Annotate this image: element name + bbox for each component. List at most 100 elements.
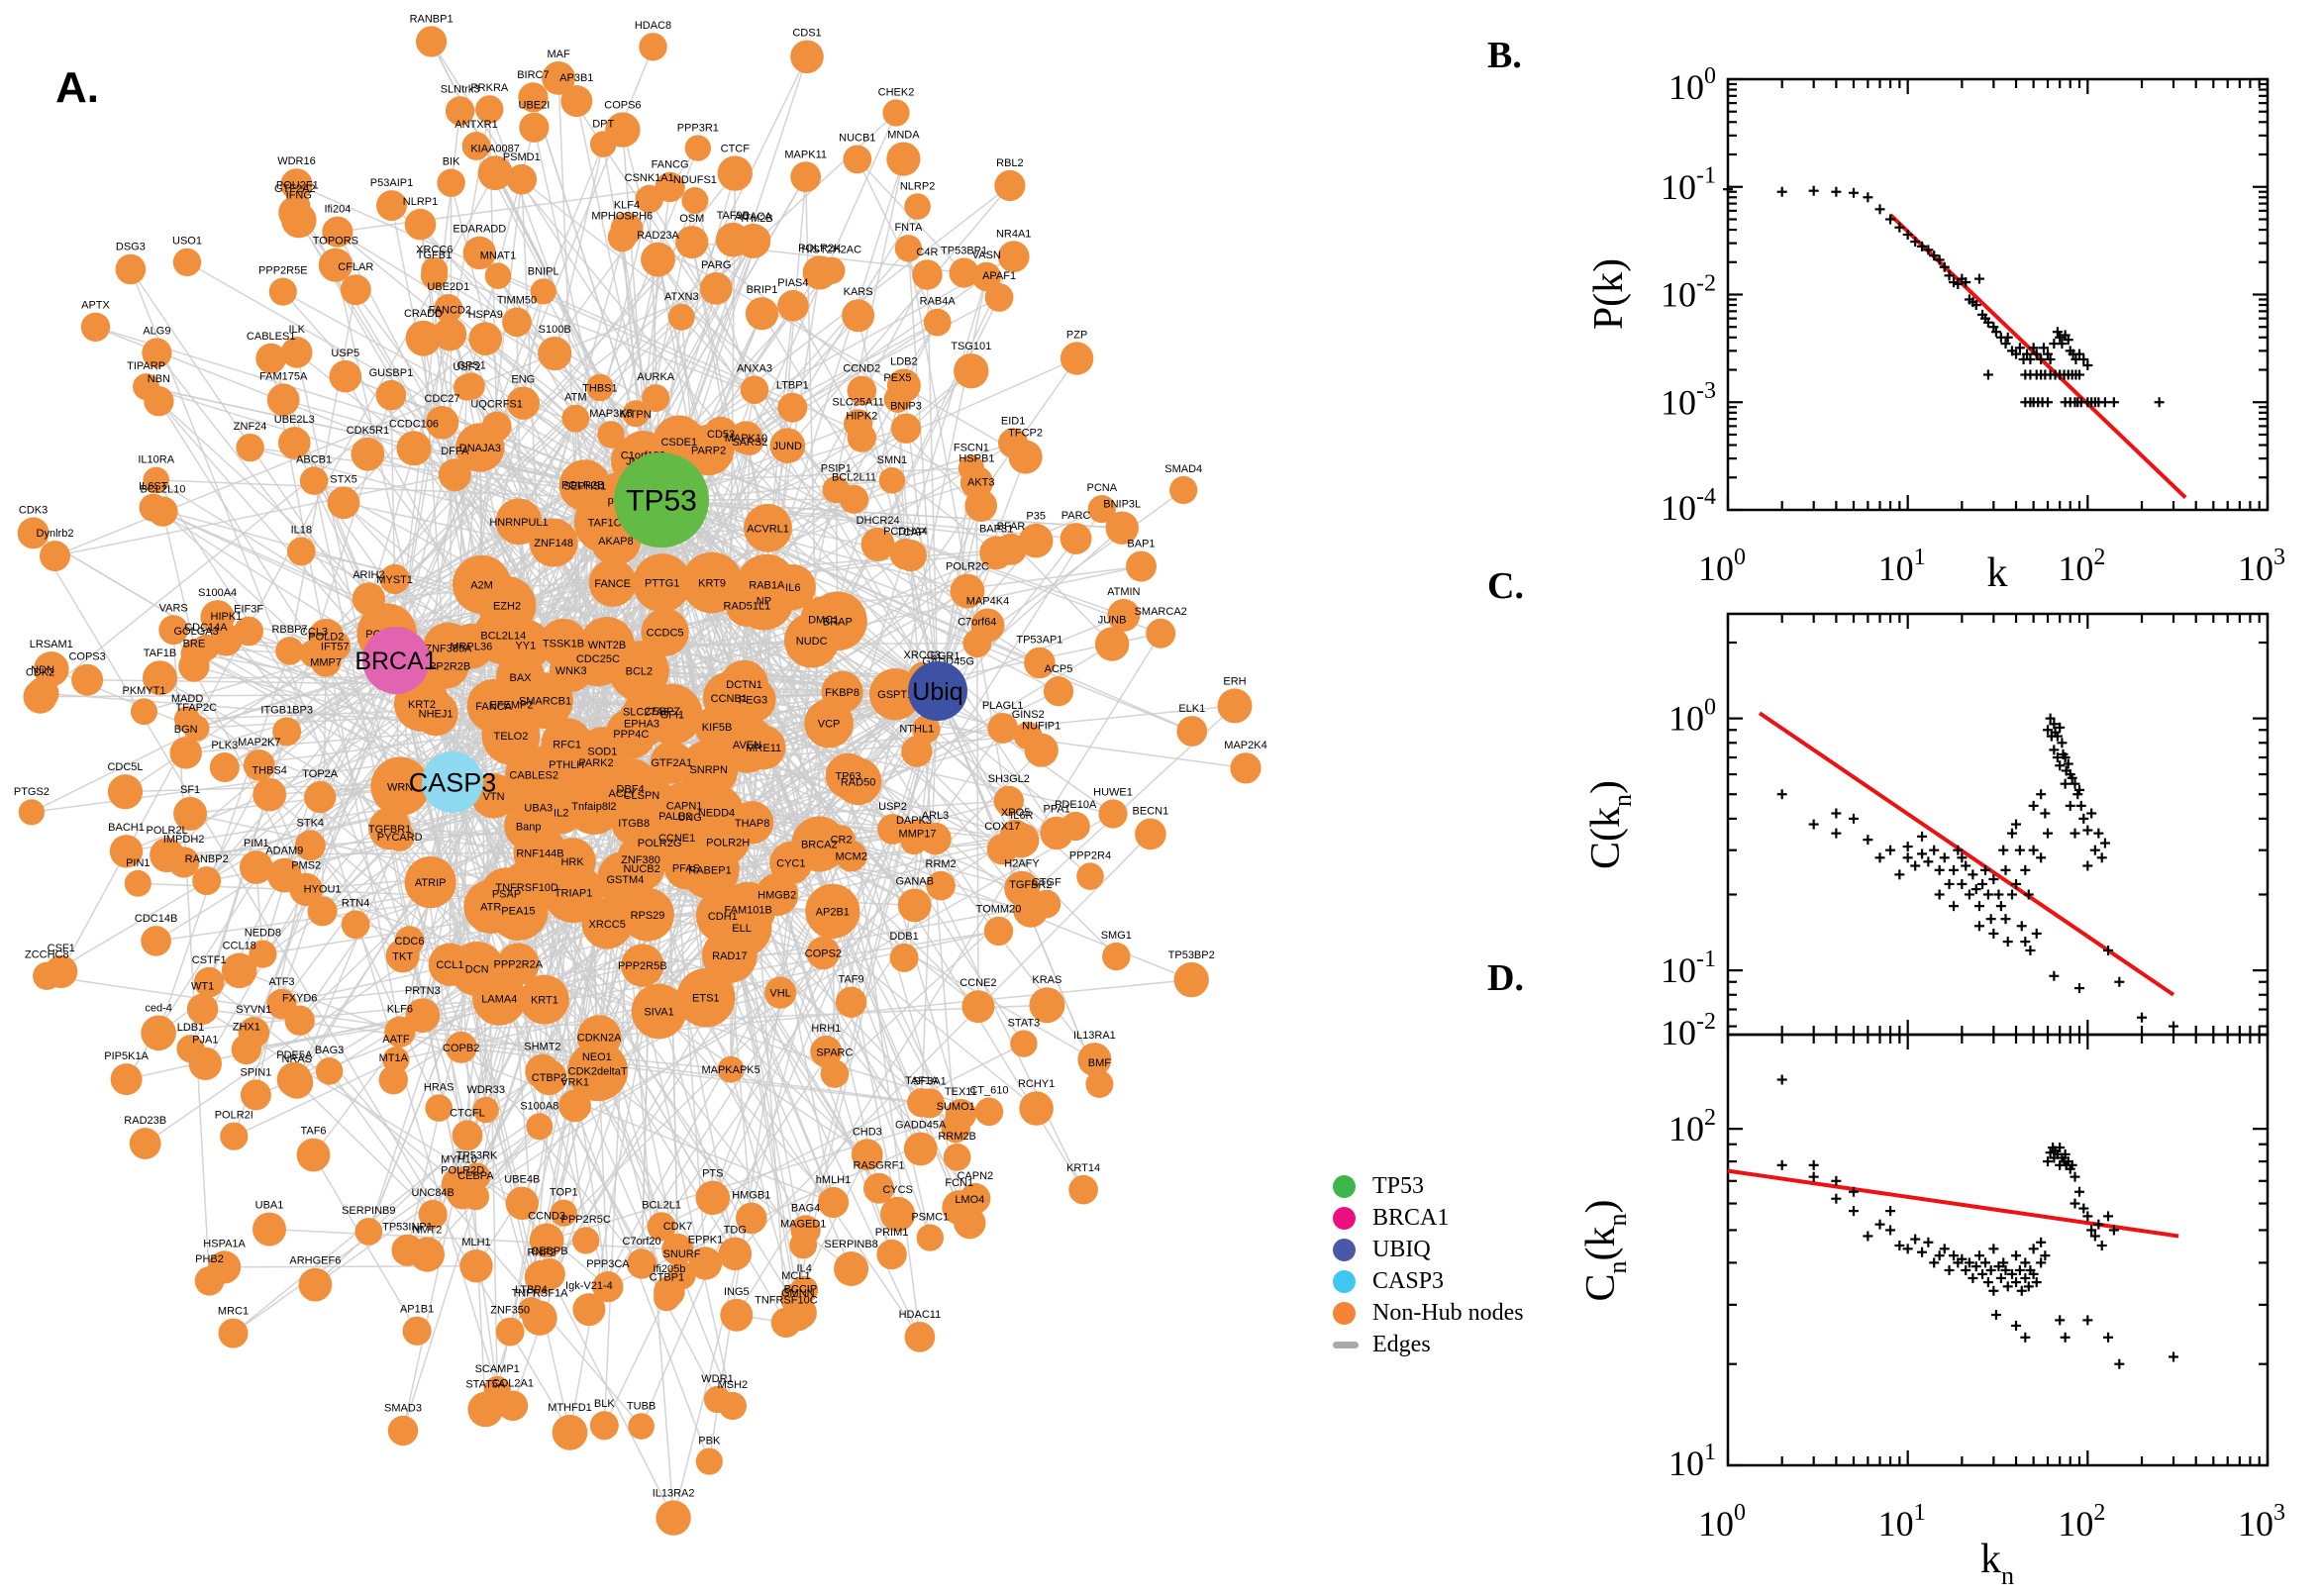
gene-node [667,303,695,331]
tick-label: 100 [1668,694,1716,738]
gene-node [628,1413,655,1440]
gene-node-label: DCTN1 [726,679,762,691]
gene-node-label: EZH2 [493,600,521,612]
gene-node-label: TP53BP1 [941,245,987,256]
gene-node-label: MRPL36 [450,642,492,653]
gene-node [784,613,840,668]
legend-dot-non-hub-nodes [1333,1301,1356,1325]
gene-node [890,413,922,444]
gene-node [744,503,792,552]
gene-node [730,676,776,723]
gene-node-label: THBS1 [582,383,617,395]
gene-node-label: XRCC5 [589,919,626,931]
gene-node-label: KRT2 [408,699,436,711]
gene-node-label: CDKN2A [577,1033,622,1045]
gene-node-label: CLSPN [624,790,660,802]
gene-node [234,616,263,647]
gene-node [192,866,222,896]
gene-node [409,1237,445,1272]
gene-node-label: PEA15 [501,906,535,918]
gene-node-label: PPP2R4 [1069,849,1111,861]
gene-node-label: TP53RK [456,1149,498,1161]
gene-node [889,943,919,972]
panel-b-label: B. [1487,35,1522,76]
gene-node [818,256,846,284]
gene-node-label: SERPINB9 [342,1205,395,1217]
gene-node-label: TP53BP2 [1168,949,1215,961]
gene-node-label: PSAP [492,889,521,901]
gene-node-label: RAD23A [637,230,679,242]
gene-node-label: CCND2 [843,363,880,375]
gene-node-label: MAP3K5 [589,408,632,420]
gene-node [560,85,593,118]
gene-node-label: PTHLH [549,759,584,771]
gene-node [526,1113,554,1141]
gene-node [1094,627,1130,661]
gene-node-label: NEDD8 [245,927,281,939]
gene-node [656,1500,691,1536]
gene-node-label: GADD45A [895,1120,947,1132]
gene-node [475,95,504,124]
tick-label: 100 [1698,545,1746,588]
gene-node [462,236,496,270]
gene-node [835,986,867,1018]
gene-node-label: PIAS4 [777,277,808,289]
gene-node [805,883,860,940]
gene-node [1068,1174,1098,1205]
gene-node [240,1079,271,1111]
gene-node [729,421,763,454]
gene-node-label: NUDC [796,636,828,648]
gene-node [294,830,326,861]
gene-node [1010,1030,1038,1057]
gene-node-label: KRT1 [531,995,558,1007]
gene-node [901,736,933,767]
gene-node-label: PPP2R5B [618,960,667,972]
gene-node-label: THAP8 [735,818,769,830]
gene-node [530,278,556,305]
gene-node [405,320,442,356]
gene-node-label: LMO4 [955,1194,984,1206]
gene-node-label: OSM [679,213,704,225]
gene-node [252,777,287,812]
gene-node [894,235,923,262]
gene-node-label: ANTXR1 [454,119,497,131]
gene-node-label: BNIP3L [1103,499,1141,511]
gene-node-label: HUWE1 [1093,786,1133,798]
gene-node [961,990,995,1024]
gene-node-label: SYVN1 [236,1004,271,1016]
gene-node [384,821,415,851]
gene-node-label: SLNtrk3 [441,83,480,95]
gene-node [518,82,549,113]
gene-node [718,716,776,773]
gene-node [172,248,202,277]
gene-node-label: USF2 [453,361,480,373]
gene-node [304,781,337,814]
gene-node-label: IL13RA1 [1073,1030,1116,1042]
gene-node-label: ALG9 [143,325,170,337]
legend-label: Edges [1372,1331,1431,1357]
gene-node-label: POLR2B [561,479,604,491]
gene-node-label: SLC27A6 [623,706,669,718]
gene-node [958,454,985,481]
gene-node [790,40,824,74]
gene-node-label: COPS2 [805,948,842,960]
gene-node-label: CDK2deltaT [568,1066,628,1078]
gene-node-label: AATF [382,1034,410,1046]
gene-node [307,896,338,927]
tick-label: 10-3 [1661,378,1716,422]
gene-node [1146,618,1176,648]
gene-node [949,257,979,288]
gene-node-label: GSTM4 [606,874,644,886]
gene-node [589,1411,619,1441]
gene-node [115,253,147,285]
gene-node-label: PPP4C [613,729,649,741]
gene-node [266,383,300,417]
hub-label-ubiq: Ubiq [912,678,962,706]
gene-node-label: SF1 [180,784,200,796]
gene-node [519,974,569,1025]
gene-node-label: SARS2 [732,437,767,449]
gene-node-label: PFAS [672,863,700,875]
gene-node [40,541,70,572]
tick-label: 102 [2058,545,2105,588]
gene-node-label: PLK3 [211,740,238,751]
